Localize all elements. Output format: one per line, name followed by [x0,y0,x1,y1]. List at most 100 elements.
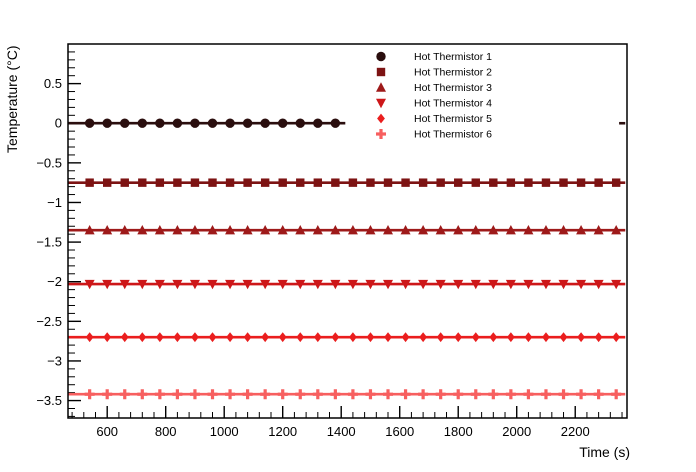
x-tick-label: 600 [96,424,118,439]
y-tick-label: −3 [47,353,62,368]
triangle-down-marker [102,279,113,290]
square-marker [594,178,603,187]
plus-marker [225,389,236,400]
diamond-marker [155,332,164,343]
triangle-down-marker [330,279,341,290]
triangle-down-marker [376,98,386,109]
triangle-up-marker [558,225,569,235]
plus-marker [523,389,534,400]
triangle-up-marker [383,225,394,235]
triangle-up-marker [330,225,341,235]
x-tick-label: 800 [155,424,177,439]
y-axis-title: Temperature (°C) [4,45,20,153]
triangle-down-marker [277,279,288,290]
series-hot-thermistor-3 [68,225,626,235]
x-tick-label: 2000 [502,424,531,439]
legend-entry: Hot Thermistor 4 [376,98,492,110]
series-hot-thermistor-1 [68,118,626,128]
circle-marker [172,118,183,128]
triangle-up-marker [540,225,551,235]
triangle-up-marker [611,225,622,235]
diamond-marker [524,332,533,343]
triangle-up-marker [453,225,464,235]
triangle-down-marker [312,279,323,290]
plus-marker [312,389,323,400]
diamond-marker [377,113,385,124]
square-marker [366,178,375,187]
triangle-up-marker [225,225,236,235]
circle-marker [260,118,270,128]
axis-ticks [68,51,623,418]
triangle-down-marker [505,279,516,290]
plus-marker [347,389,358,400]
triangle-down-marker [347,279,358,290]
circle-marker [295,118,305,128]
legend: Hot Thermistor 1 Hot Thermistor 2 Hot Ther… [376,51,492,141]
square-marker [155,178,165,187]
triangle-down-marker [383,279,394,290]
diamond-marker [542,332,550,343]
diamond-marker [85,332,94,343]
x-axis-title: Time (s) [579,444,630,460]
diamond-marker [120,332,129,343]
triangle-up-marker [418,225,429,235]
square-marker [225,178,235,187]
legend-label: Hot Thermistor 5 [414,113,492,125]
square-marker [208,178,217,187]
triangle-down-marker [523,279,534,290]
triangle-up-marker [523,225,534,235]
plus-marker [558,389,569,400]
triangle-down-marker [154,279,165,290]
triangle-up-marker [189,225,200,235]
plus-marker [400,389,411,400]
square-marker [348,178,358,187]
square-marker [454,178,463,187]
diamond-marker [471,332,480,343]
x-tick-label: 1200 [268,424,297,439]
triangle-up-marker [435,225,446,235]
square-marker [138,178,147,187]
legend-entry: Hot Thermistor 6 [376,129,492,141]
triangle-down-marker [418,279,429,290]
triangle-up-marker [277,225,288,235]
x-tick-label: 1800 [444,424,473,439]
series-hot-thermistor-6 [68,389,626,400]
square-marker [524,178,533,187]
circle-marker [330,118,341,128]
plus-marker [119,389,130,400]
circle-marker [278,118,288,128]
triangle-down-marker [593,279,604,290]
y-tick-label: 0 [55,116,62,131]
triangle-down-marker [470,279,481,290]
triangle-up-marker [84,225,95,235]
triangle-up-marker [365,225,376,235]
triangle-down-marker [365,279,376,290]
diamond-marker [208,332,217,343]
square-marker [278,178,287,187]
circle-marker [84,118,95,128]
square-marker [576,178,586,187]
triangle-down-marker [242,279,253,290]
legend-entry: Hot Thermistor 2 [376,67,492,79]
triangle-up-marker [400,225,411,235]
diamond-marker [419,332,428,343]
triangle-up-marker [505,225,516,235]
plus-marker [470,389,481,400]
plus-marker [435,389,446,400]
diamond-marker [506,332,515,343]
circle-marker [225,118,235,128]
x-tick-label: 2200 [561,424,590,439]
diamond-marker [296,332,305,343]
diamond-marker [594,332,603,343]
square-marker [173,178,182,187]
plus-marker [418,389,429,400]
circle-marker [120,118,130,128]
plus-marker [277,389,288,400]
diamond-marker [401,332,410,343]
triangle-down-marker [576,279,587,290]
plus-marker [376,129,386,139]
triangle-up-marker [102,225,113,235]
square-marker [120,178,129,187]
triangle-down-marker [137,279,148,290]
